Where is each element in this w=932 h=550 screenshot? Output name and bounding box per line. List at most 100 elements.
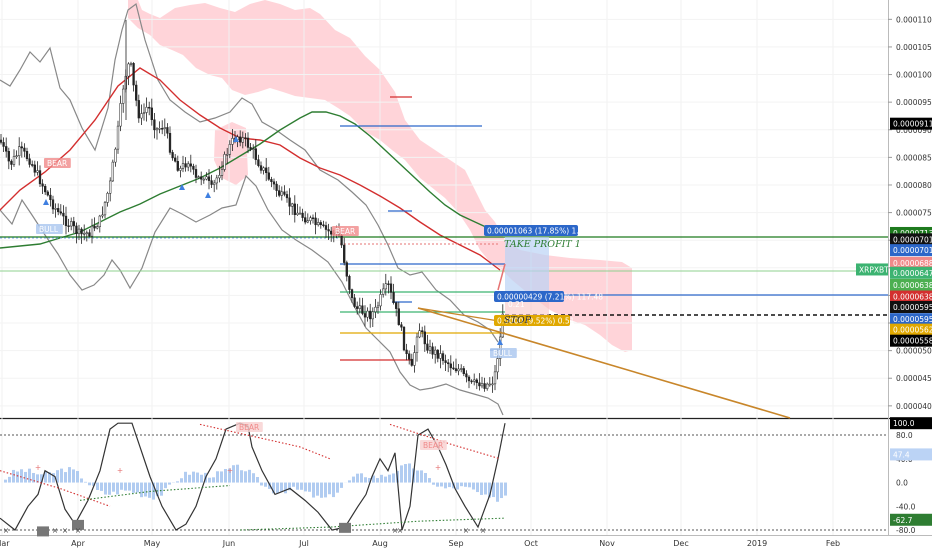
- candle-body: [408, 353, 411, 360]
- main-pane[interactable]: [0, 0, 888, 418]
- osc-histogram-bar: [464, 482, 467, 487]
- candle-body: [20, 146, 23, 149]
- candle-body: [184, 163, 187, 168]
- candle-body: [309, 217, 312, 221]
- osc-histogram-bar: [108, 482, 111, 495]
- symbol-label-bg: [856, 263, 888, 276]
- osc-histogram-bar: [136, 482, 139, 493]
- candle-body: [402, 326, 406, 351]
- bear-label: BEAR: [423, 441, 443, 450]
- candle-body: [395, 302, 398, 309]
- price-badge: 0.00006880: [893, 259, 932, 268]
- osc-histogram-bar: [188, 474, 191, 483]
- candle-body: [127, 63, 130, 77]
- osc-histogram-bar: [192, 471, 195, 483]
- osc-histogram-bar: [420, 470, 423, 483]
- osc-histogram-bar: [148, 482, 151, 498]
- osc-histogram-bar: [80, 478, 83, 483]
- osc-tick-label: -80.0: [896, 526, 916, 535]
- price-badge: 0.00005953: [893, 315, 932, 324]
- candle-body: [98, 215, 101, 227]
- candle-body: [231, 138, 234, 145]
- buy-arrow-icon: [43, 199, 49, 205]
- candle-body: [267, 172, 270, 180]
- osc-histogram-bar: [484, 482, 487, 495]
- osc-histogram-bar: [244, 471, 247, 483]
- osc-histogram-bar: [56, 470, 59, 483]
- candle-body: [114, 148, 117, 163]
- osc-marker-x: ×: [463, 526, 469, 535]
- trend-line-orange: [417, 307, 791, 419]
- osc-histogram-bar: [460, 482, 463, 487]
- candle-body: [7, 151, 10, 162]
- candle-body: [168, 133, 172, 153]
- osc-histogram-bar: [436, 482, 439, 487]
- time-tick-label: Jun: [222, 539, 236, 548]
- candle-body: [254, 148, 257, 160]
- osc-marker-x: ×: [480, 526, 486, 535]
- signal-line-red: [199, 423, 331, 460]
- price-badge-bg: [890, 290, 932, 303]
- candle-body: [148, 106, 151, 109]
- osc-histogram-bar: [12, 469, 15, 483]
- candle-body: [439, 353, 442, 359]
- osc-histogram-bar: [356, 473, 359, 483]
- candle-body: [491, 383, 494, 386]
- candle-body: [330, 230, 333, 235]
- price-badge: 0.00007018: [893, 246, 932, 255]
- candle-body: [301, 212, 304, 218]
- osc-histogram-bar: [228, 468, 231, 483]
- candle-body: [382, 288, 385, 295]
- candle-body: [278, 190, 281, 196]
- candle-body: [462, 368, 465, 375]
- candle-body: [371, 311, 374, 320]
- osc-histogram-bar: [424, 473, 427, 483]
- candle-body: [223, 154, 226, 170]
- candle-body: [194, 169, 198, 178]
- osc-histogram-bar: [40, 474, 43, 483]
- candle-body: [353, 297, 356, 307]
- candle-body: [249, 147, 252, 150]
- osc-histogram-bar: [216, 471, 219, 483]
- candle-body: [187, 163, 190, 168]
- bull-label-bg: [36, 224, 63, 234]
- time-axis: Mar Apr May Jun Jul Aug Sep Oct Nov Dec 2019 Feb: [0, 539, 840, 548]
- entry-box-bg: [494, 291, 564, 302]
- candle-body: [392, 292, 395, 303]
- candle-body: [142, 112, 146, 114]
- oscillator-pane: × × × × ×× × ×: [0, 422, 888, 537]
- buy-arrow-icon: [205, 192, 211, 198]
- osc-histogram-bar: [316, 482, 319, 496]
- osc-histogram-bar: [104, 482, 107, 495]
- osc-histogram-bar: [128, 482, 131, 491]
- osc-badge: 100.0: [893, 419, 915, 428]
- candle-body: [181, 163, 185, 169]
- osc-histogram-bar: [496, 482, 499, 502]
- osc-tick-label: -40.0: [896, 502, 916, 511]
- osc-histogram-bar: [256, 477, 259, 483]
- bollinger-lower: [0, 174, 504, 416]
- candle-body: [51, 199, 55, 210]
- price-badge-bg: [890, 301, 932, 314]
- osc-histogram-bar: [440, 482, 443, 487]
- candle-body: [358, 305, 361, 309]
- candle-body: [418, 330, 421, 338]
- osc-histogram-bar: [468, 482, 471, 488]
- signal-line-green: [79, 484, 231, 501]
- price-badge-bg: [890, 244, 932, 257]
- candle-body: [75, 225, 78, 235]
- candle-body: [189, 163, 192, 167]
- candle-body: [436, 349, 439, 359]
- candle-body: [465, 373, 468, 378]
- osc-histogram-bar: [236, 464, 239, 483]
- candle-body: [374, 306, 377, 313]
- candle-body: [262, 167, 265, 171]
- osc-histogram-bar: [364, 477, 367, 483]
- candle-body: [317, 222, 320, 226]
- candle-body: [137, 100, 140, 119]
- buy-arrow-icon: [497, 339, 503, 345]
- osc-histogram-bar: [312, 482, 315, 498]
- candle-body: [101, 214, 104, 217]
- candle-body: [200, 176, 203, 180]
